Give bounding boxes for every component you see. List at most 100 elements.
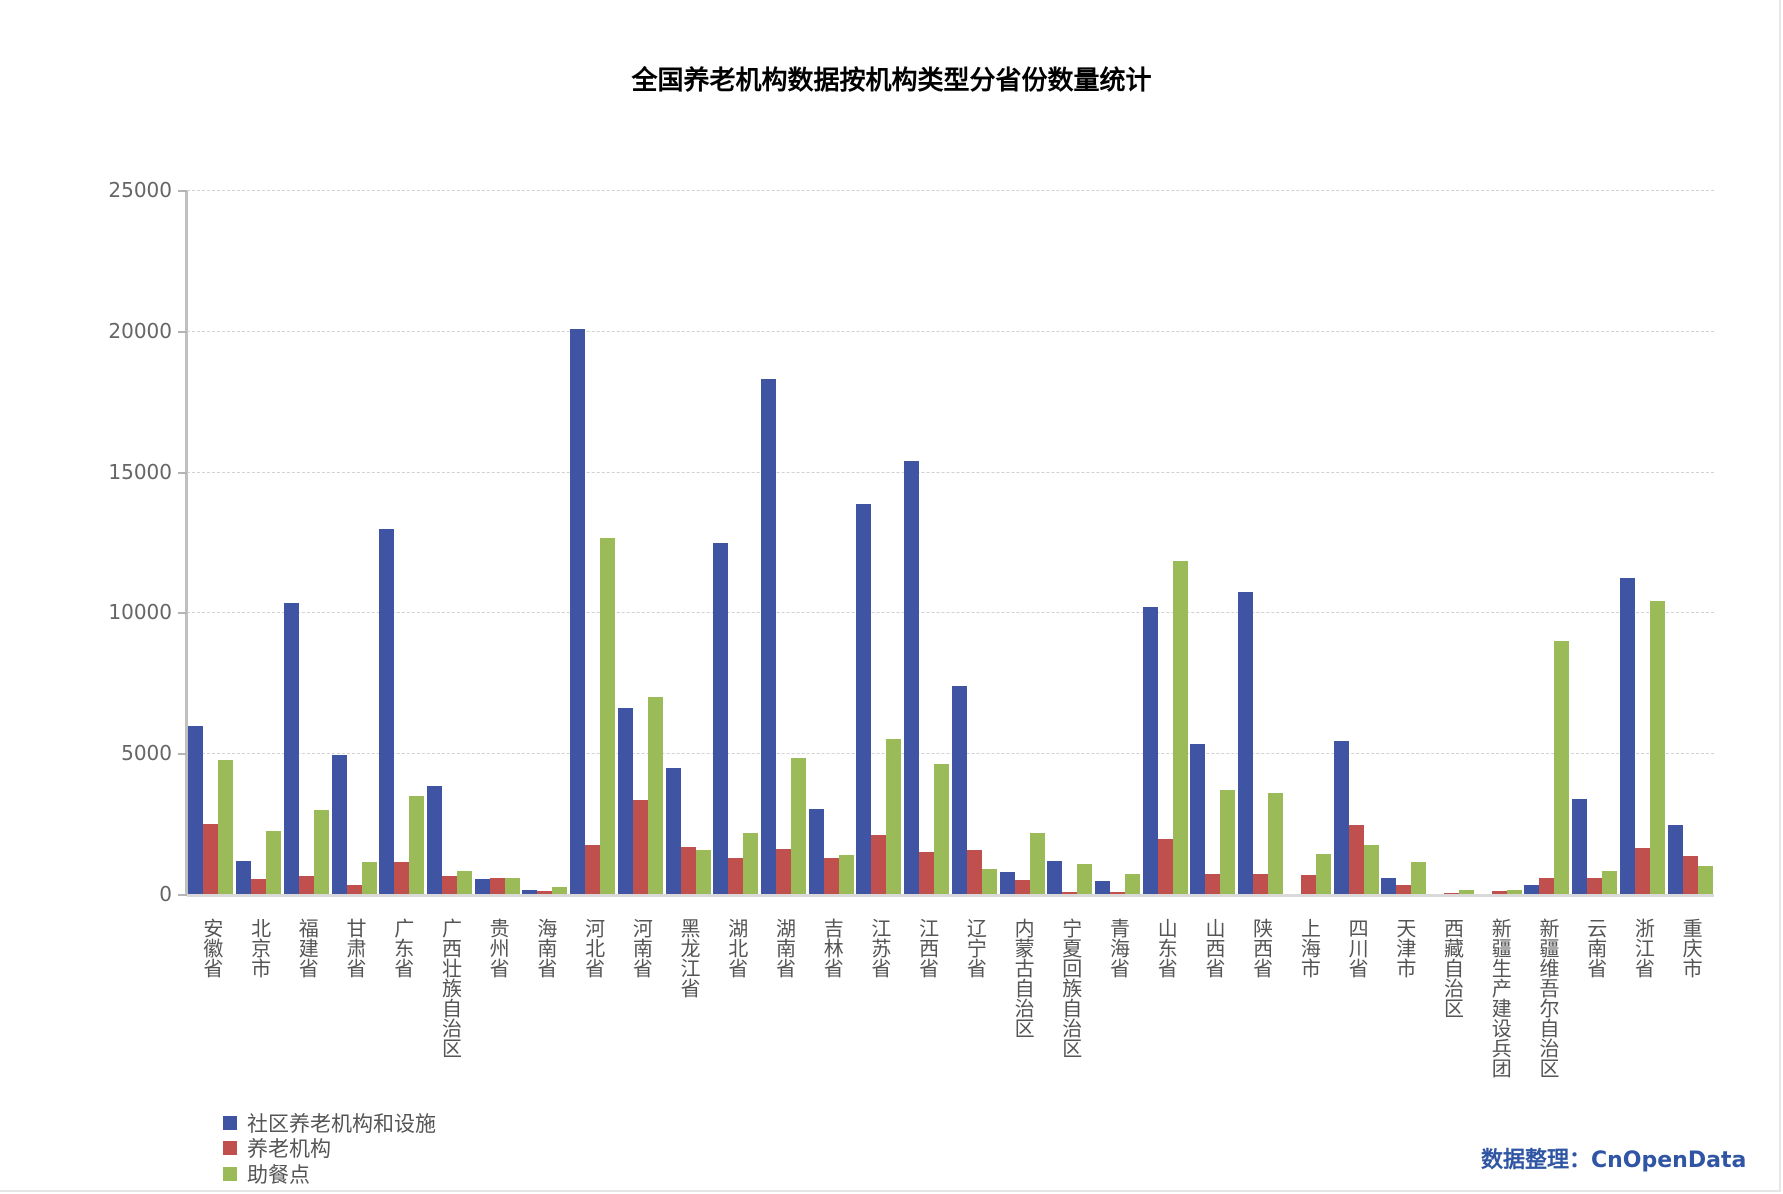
bar[interactable] <box>1095 881 1111 894</box>
bar[interactable] <box>1077 864 1093 894</box>
bar[interactable] <box>441 875 457 894</box>
bar[interactable] <box>981 868 997 894</box>
bar[interactable] <box>790 757 806 894</box>
bar[interactable] <box>1205 873 1221 894</box>
bar[interactable] <box>695 849 711 894</box>
bar[interactable] <box>552 886 568 894</box>
bar[interactable] <box>856 504 872 894</box>
bar[interactable] <box>1268 792 1284 894</box>
bar-group <box>1190 190 1236 894</box>
bar[interactable] <box>632 799 648 894</box>
bar[interactable] <box>1602 870 1618 894</box>
bar[interactable] <box>617 707 633 894</box>
bar[interactable] <box>1697 865 1713 894</box>
bar[interactable] <box>218 759 234 894</box>
bar[interactable] <box>1572 798 1588 894</box>
bar[interactable] <box>647 696 663 894</box>
bar[interactable] <box>1348 825 1364 894</box>
x-tick-label: 新疆维吾尔自治区 <box>1535 918 1560 1078</box>
bar[interactable] <box>251 878 267 894</box>
bar[interactable] <box>871 834 887 894</box>
bar[interactable] <box>1491 891 1507 894</box>
bar[interactable] <box>1444 892 1460 894</box>
bar[interactable] <box>1300 875 1316 894</box>
bar[interactable] <box>456 870 472 894</box>
bar[interactable] <box>1220 789 1236 894</box>
bar[interactable] <box>1411 861 1427 894</box>
bar[interactable] <box>1172 561 1188 894</box>
bar[interactable] <box>394 861 410 894</box>
bar[interactable] <box>1029 832 1045 894</box>
bar[interactable] <box>1667 825 1683 894</box>
legend-item[interactable]: 助餐点 <box>223 1161 436 1187</box>
bar[interactable] <box>1333 740 1349 894</box>
bar[interactable] <box>600 537 616 894</box>
bar[interactable] <box>823 858 839 894</box>
bar[interactable] <box>409 796 425 894</box>
bar[interactable] <box>489 877 505 894</box>
bar[interactable] <box>1524 884 1540 894</box>
bar[interactable] <box>1396 884 1412 894</box>
bar[interactable] <box>1619 578 1635 894</box>
bar[interactable] <box>1157 838 1173 894</box>
bar[interactable] <box>283 603 299 894</box>
bar[interactable] <box>188 725 204 894</box>
bar[interactable] <box>1554 640 1570 894</box>
bar[interactable] <box>1238 592 1254 894</box>
bar[interactable] <box>775 848 791 894</box>
bar[interactable] <box>1190 744 1206 894</box>
bar[interactable] <box>236 860 252 894</box>
bar[interactable] <box>680 846 696 894</box>
bar[interactable] <box>504 877 520 894</box>
bar[interactable] <box>1634 848 1650 894</box>
bar[interactable] <box>713 543 729 894</box>
bar[interactable] <box>808 808 824 894</box>
legend-item[interactable]: 社区养老机构和设施 <box>223 1110 436 1136</box>
bar[interactable] <box>728 858 744 894</box>
bar[interactable] <box>1315 854 1331 894</box>
bar[interactable] <box>203 823 219 894</box>
bar[interactable] <box>1047 860 1063 894</box>
bar[interactable] <box>1110 892 1126 894</box>
bar[interactable] <box>313 809 329 894</box>
bar[interactable] <box>919 851 935 894</box>
bar[interactable] <box>1506 889 1522 894</box>
legend-item[interactable]: 养老机构 <box>223 1136 436 1161</box>
bar[interactable] <box>474 878 490 894</box>
bar[interactable] <box>346 884 362 894</box>
bar[interactable] <box>1014 879 1030 894</box>
bar[interactable] <box>1125 873 1141 894</box>
bar[interactable] <box>760 379 776 894</box>
bar[interactable] <box>1459 889 1475 894</box>
bar[interactable] <box>999 872 1015 894</box>
bar[interactable] <box>331 755 347 894</box>
bar[interactable] <box>665 767 681 894</box>
bar[interactable] <box>1649 600 1665 894</box>
bar[interactable] <box>743 832 759 894</box>
x-tick-label: 浙江省 <box>1631 918 1656 978</box>
bar[interactable] <box>886 738 902 894</box>
bar[interactable] <box>1381 877 1397 894</box>
bar[interactable] <box>1142 607 1158 894</box>
bar[interactable] <box>537 890 553 894</box>
bar[interactable] <box>1539 877 1555 894</box>
bar[interactable] <box>361 861 377 894</box>
bar[interactable] <box>266 830 282 894</box>
bar[interactable] <box>379 529 395 894</box>
bar[interactable] <box>1682 855 1698 894</box>
bar[interactable] <box>1363 844 1379 894</box>
bar[interactable] <box>838 854 854 894</box>
bar[interactable] <box>951 685 967 894</box>
bar[interactable] <box>298 875 314 894</box>
bar[interactable] <box>426 785 442 894</box>
bar[interactable] <box>522 889 538 894</box>
bar[interactable] <box>1062 892 1078 894</box>
bar[interactable] <box>1587 877 1603 894</box>
bar[interactable] <box>570 328 586 894</box>
bar[interactable] <box>585 844 601 894</box>
bar-group <box>522 190 568 894</box>
bar[interactable] <box>966 849 982 894</box>
bar[interactable] <box>1253 873 1269 894</box>
bar[interactable] <box>934 763 950 894</box>
bar[interactable] <box>904 460 920 894</box>
